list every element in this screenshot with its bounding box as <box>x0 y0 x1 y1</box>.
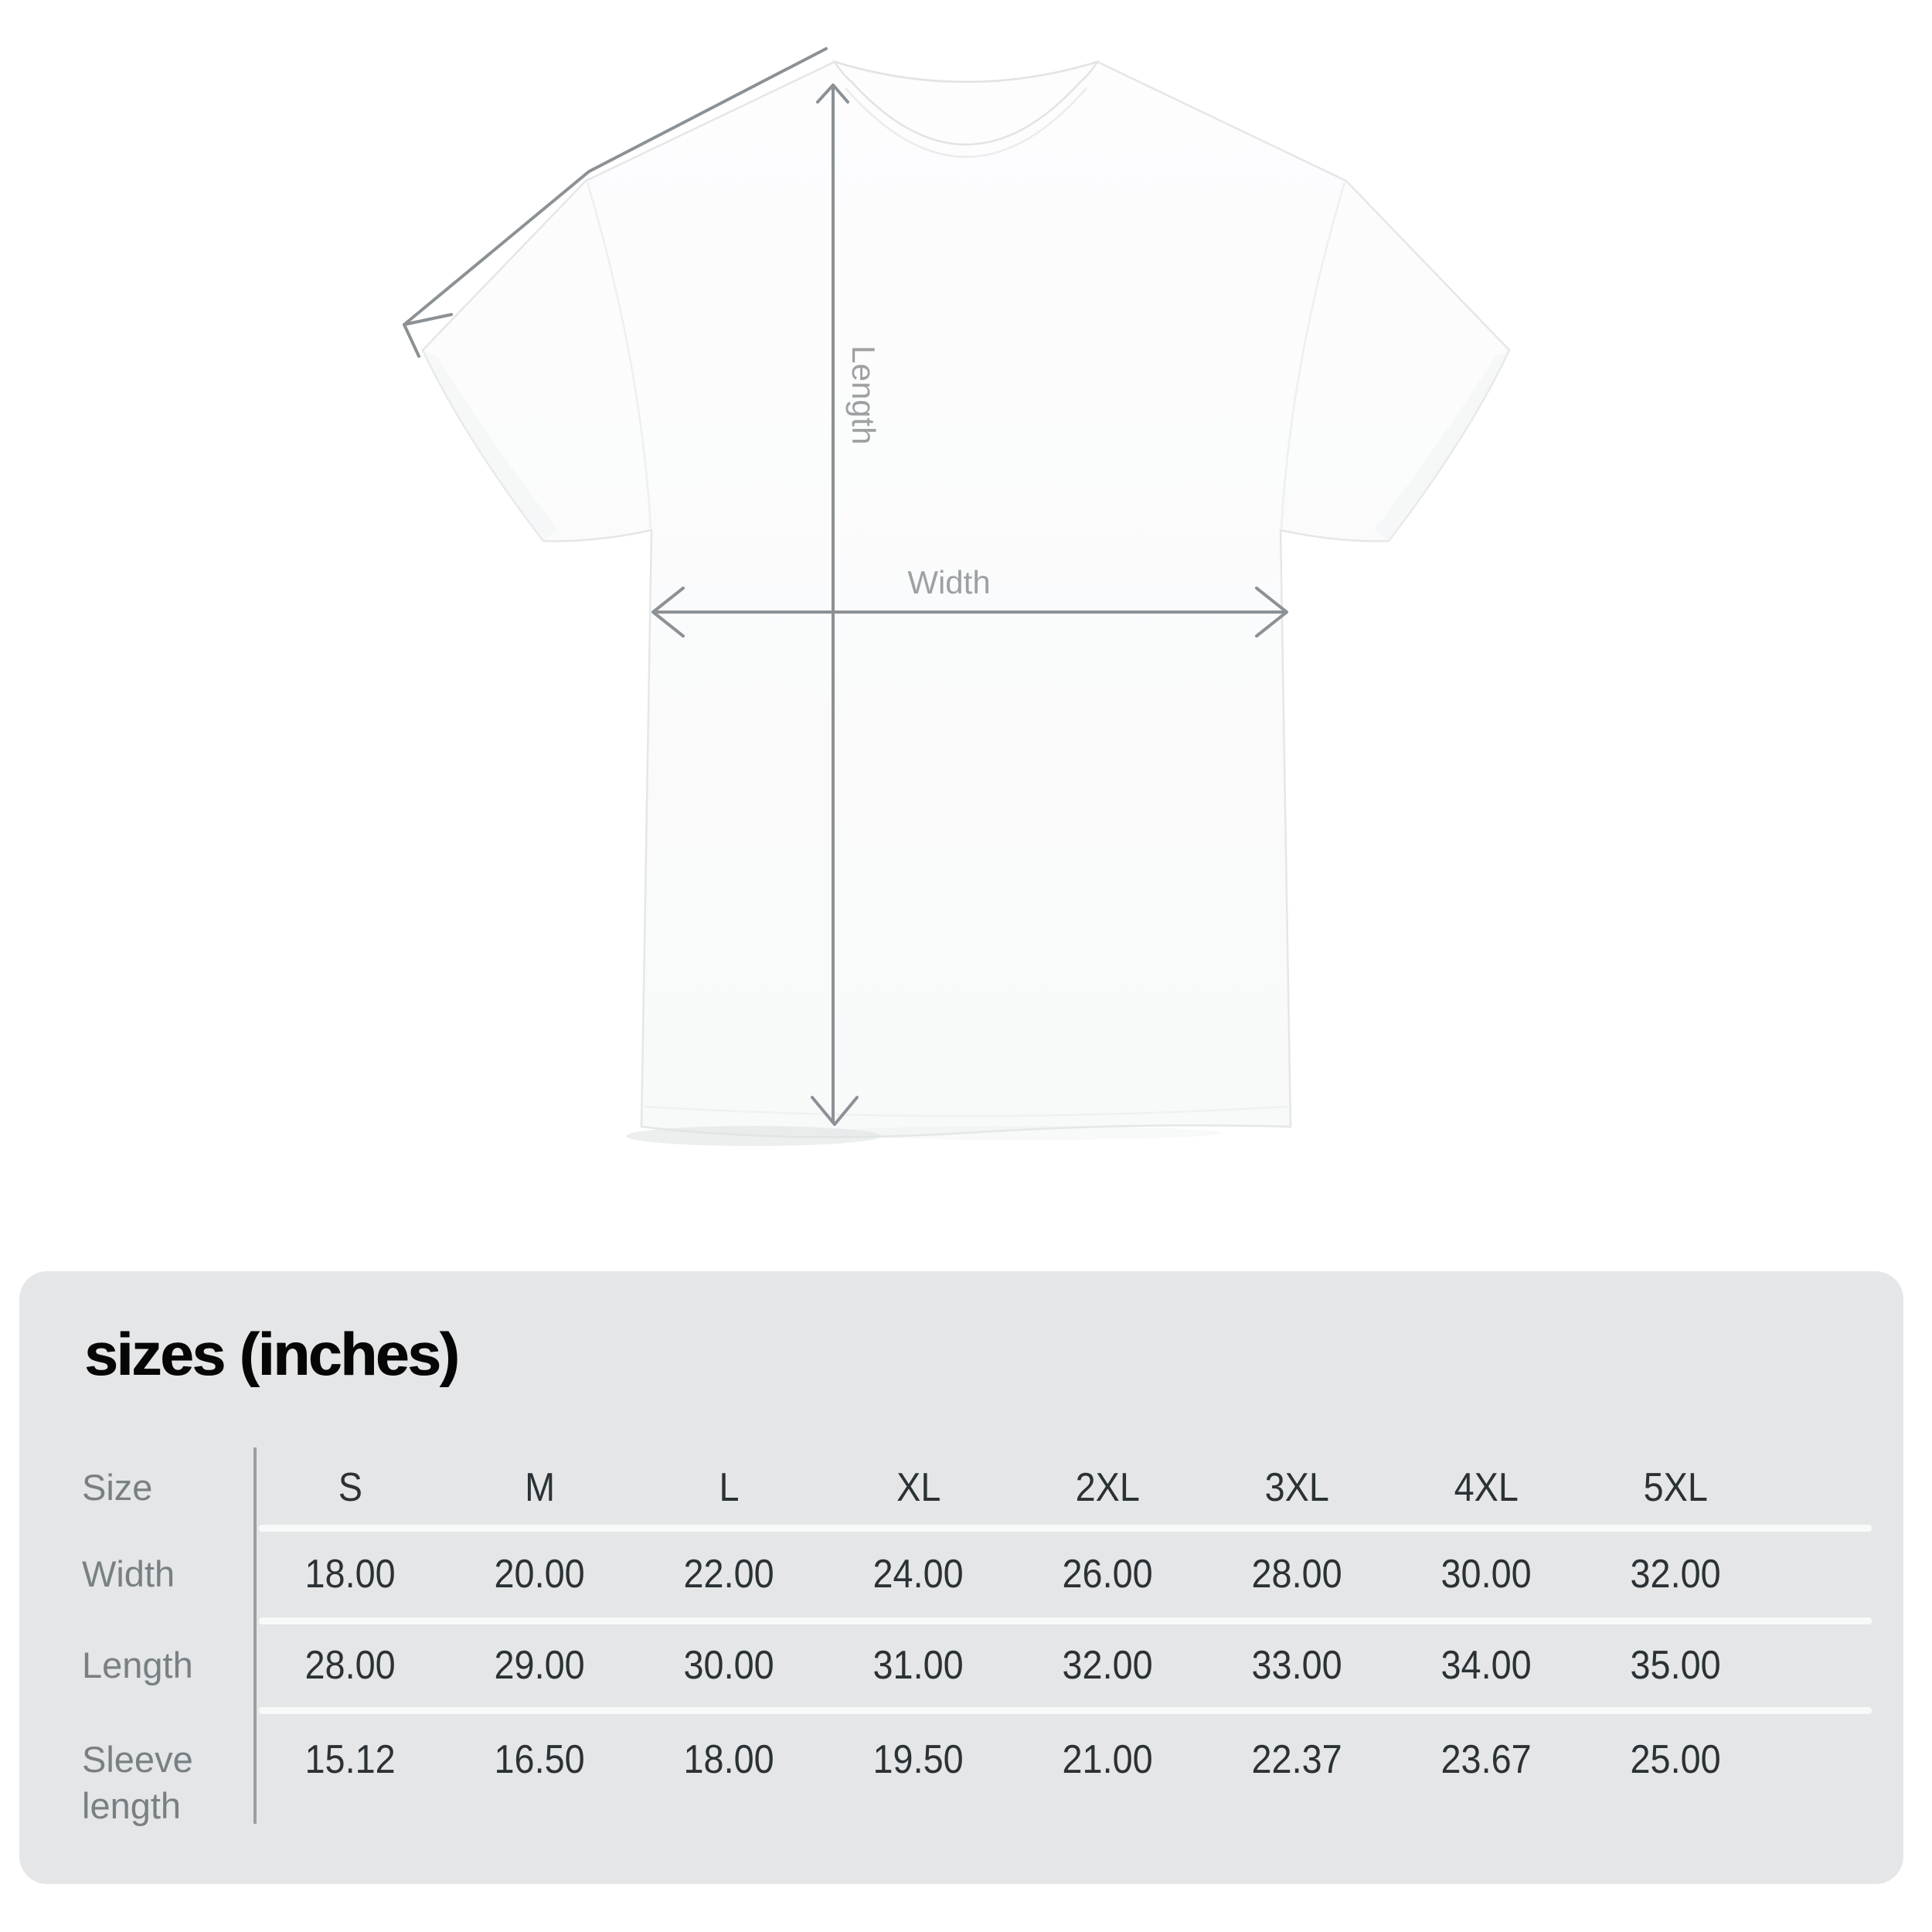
size-column-header-label: S <box>338 1465 363 1510</box>
sleeve-length-arrow <box>403 47 828 358</box>
size-column-header: S <box>256 1447 445 1528</box>
size-value: 34.00 <box>1440 1643 1532 1688</box>
size-value: 24.00 <box>872 1552 964 1597</box>
size-row-header: Size <box>82 1467 153 1508</box>
size-column-header-label: 3XL <box>1264 1465 1330 1510</box>
size-value: 18.00 <box>683 1737 775 1782</box>
hem-shadow <box>626 1126 881 1146</box>
size-value-cell: 33.00 <box>1202 1621 1392 1710</box>
size-column-header: 5XL <box>1581 1447 1770 1528</box>
size-value-cell: 18.00 <box>256 1528 445 1621</box>
size-value-cell: 22.00 <box>634 1528 824 1621</box>
table-row-divider <box>259 1525 1872 1532</box>
size-value: 23.67 <box>1440 1737 1532 1782</box>
size-value: 32.00 <box>1062 1643 1154 1688</box>
size-value-cell: 28.00 <box>256 1621 445 1710</box>
size-value-cell: 26.00 <box>1013 1528 1202 1621</box>
size-value-cell: 24.00 <box>824 1528 1013 1621</box>
row-label-width: Width <box>82 1553 175 1594</box>
hem-shadow-light <box>819 1126 1221 1140</box>
size-column-header: 4XL <box>1392 1447 1581 1528</box>
size-value: 22.37 <box>1251 1737 1343 1782</box>
size-value-cell: 18.00 <box>634 1710 824 1846</box>
size-value-cell: 21.00 <box>1013 1710 1202 1846</box>
size-value: 19.50 <box>872 1737 964 1782</box>
right-cuff-shading <box>1374 350 1509 541</box>
size-value: 22.00 <box>683 1552 775 1597</box>
size-value: 28.00 <box>304 1643 396 1688</box>
tshirt-collar <box>832 60 1100 146</box>
size-column-header-label: XL <box>896 1465 941 1510</box>
row-label-sleeve-length: Sleeve length <box>82 1739 193 1826</box>
size-value-cell: 22.37 <box>1202 1710 1392 1846</box>
table-row-divider <box>259 1707 1872 1714</box>
size-value-cell: 30.00 <box>1392 1528 1581 1621</box>
size-value-cell: 15.12 <box>256 1710 445 1846</box>
size-column-header-label: 5XL <box>1643 1465 1709 1510</box>
size-chart-panel: sizes (inches) Size S M L XL 2XL 3XL 4XL… <box>19 1271 1903 1884</box>
size-column-header-label: M <box>524 1465 555 1510</box>
size-chart-title: sizes (inches) <box>84 1320 460 1388</box>
size-value: 21.00 <box>1062 1737 1154 1782</box>
size-column-header-label: 2XL <box>1075 1465 1141 1510</box>
size-value-cell: 20.00 <box>445 1528 634 1621</box>
table-vertical-rule <box>253 1447 257 1824</box>
size-value-cell: 32.00 <box>1581 1528 1770 1621</box>
size-value-cell: 35.00 <box>1581 1621 1770 1710</box>
length-arrow <box>811 83 859 1126</box>
size-value: 30.00 <box>1440 1552 1532 1597</box>
size-value-cell: 31.00 <box>824 1621 1013 1710</box>
size-column-header: 3XL <box>1202 1447 1392 1528</box>
collar-seam <box>845 87 1087 158</box>
size-chart-table: Size S M L XL 2XL 3XL 4XL 5XL Width 18.0… <box>82 1447 1770 1846</box>
size-value-cell: 29.00 <box>445 1621 634 1710</box>
size-value: 29.00 <box>494 1643 586 1688</box>
width-arrow <box>651 587 1288 638</box>
size-value: 30.00 <box>683 1643 775 1688</box>
size-value-cell: 25.00 <box>1581 1710 1770 1846</box>
size-value: 20.00 <box>494 1552 586 1597</box>
size-value: 33.00 <box>1251 1643 1343 1688</box>
size-value: 32.00 <box>1630 1552 1722 1597</box>
size-value: 31.00 <box>872 1643 964 1688</box>
hem-seam <box>644 1105 1288 1117</box>
size-value: 18.00 <box>304 1552 396 1597</box>
width-arrow-label: Width <box>907 564 990 600</box>
size-value-cell: 30.00 <box>634 1621 824 1710</box>
table-row-divider <box>259 1617 1872 1624</box>
left-sleeve-seam <box>586 182 652 529</box>
row-label-length: Length <box>82 1645 193 1685</box>
right-sleeve-seam <box>1280 182 1346 529</box>
size-column-header-label: L <box>719 1465 740 1510</box>
size-column-header: L <box>634 1447 824 1528</box>
size-column-header: XL <box>824 1447 1013 1528</box>
size-column-header: 2XL <box>1013 1447 1202 1528</box>
length-arrow-label: Length <box>845 345 882 444</box>
size-value-cell: 16.50 <box>445 1710 634 1846</box>
size-value: 35.00 <box>1630 1643 1722 1688</box>
size-column-header-label: 4XL <box>1454 1465 1519 1510</box>
size-value: 25.00 <box>1630 1737 1722 1782</box>
size-value: 26.00 <box>1062 1552 1154 1597</box>
size-value: 28.00 <box>1251 1552 1343 1597</box>
size-value: 16.50 <box>494 1737 586 1782</box>
size-value-cell: 32.00 <box>1013 1621 1202 1710</box>
size-value-cell: 34.00 <box>1392 1621 1581 1710</box>
size-value-cell: 28.00 <box>1202 1528 1392 1621</box>
left-cuff-shading <box>423 350 558 541</box>
size-value-cell: 19.50 <box>824 1710 1013 1846</box>
size-column-header: M <box>445 1447 634 1528</box>
size-value: 15.12 <box>304 1737 396 1782</box>
size-value-cell: 23.67 <box>1392 1710 1581 1846</box>
